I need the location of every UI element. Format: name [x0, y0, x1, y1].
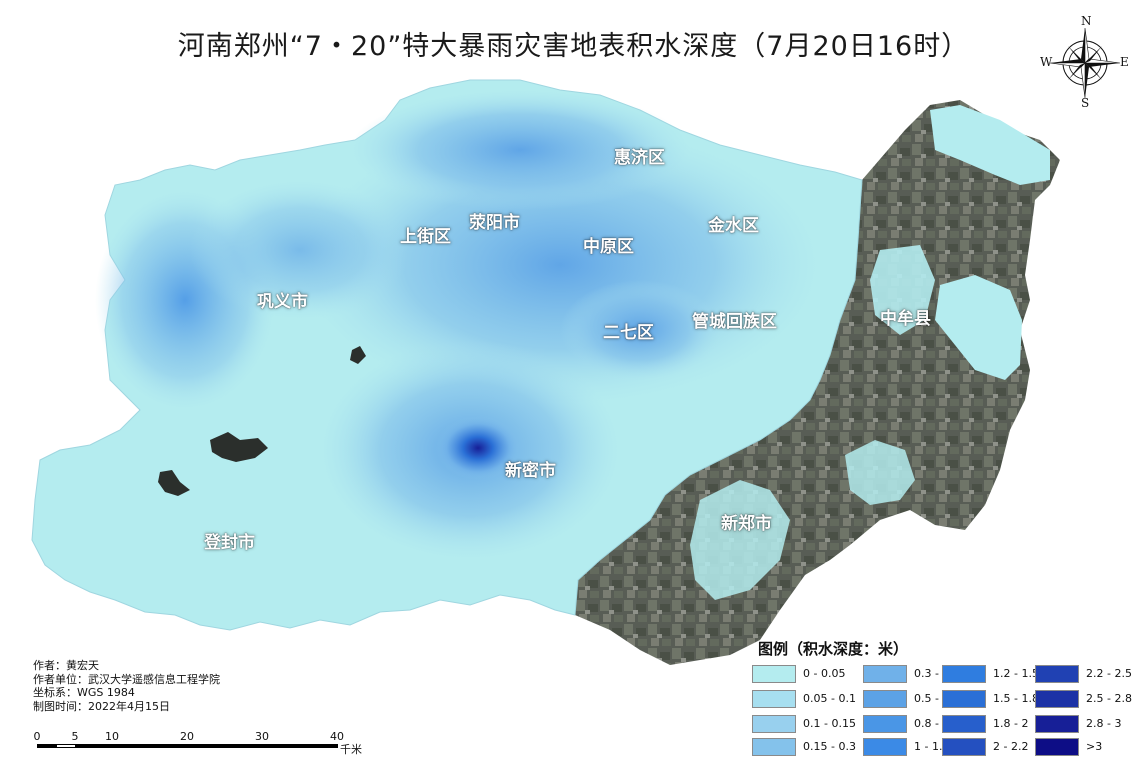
flood-patch-east: [935, 275, 1022, 380]
scale-seg-3: [75, 744, 113, 748]
credit-date: 制图时间：2022年4月15日: [33, 699, 170, 713]
map-title: 河南郑州“7・20”特大暴雨灾害地表积水深度（7月20日16时）: [177, 31, 970, 62]
compass-n: N: [1081, 14, 1092, 28]
label-zhongmou: 中牟县: [880, 309, 931, 329]
legend-label: 0.15 - 0.3: [803, 740, 856, 753]
legend-label: 1.8 - 2: [993, 717, 1029, 730]
reservoir-small: [350, 346, 366, 364]
credit-crs: 坐标系：WGS 1984: [33, 686, 135, 699]
scale-tick-5: 5: [71, 730, 79, 743]
flood-patch-south: [845, 440, 915, 505]
flood-patch-mid: [870, 245, 935, 335]
flood-patch-xinzheng: [690, 480, 790, 600]
legend-label: 2.2 - 2.5: [1086, 667, 1132, 680]
legend-swatch: [752, 715, 796, 733]
reservoir-southwest: [158, 470, 190, 496]
legend-swatch: [1035, 738, 1079, 756]
north-arrow-compass: N S E W: [1040, 14, 1130, 112]
legend-swatch: [942, 715, 986, 733]
legend-label: 2.8 - 3: [1086, 717, 1122, 730]
map-credits: 作者：黄宏天 作者单位：武汉大学遥感信息工程学院 坐标系：WGS 1984 制图…: [33, 659, 220, 713]
legend-swatch: [863, 738, 907, 756]
legend-label: 0.8 - 1: [914, 717, 950, 730]
reservoir-west: [210, 432, 268, 462]
legend-label: 0.1 - 0.15: [803, 717, 856, 730]
scale-tick-30: 30: [255, 730, 269, 743]
compass-rose-icon: [1049, 27, 1121, 99]
scale-tick-0: 0: [33, 730, 41, 743]
scale-seg-6: [262, 744, 338, 748]
legend-label: 0.05 - 0.1: [803, 692, 856, 705]
label-xinzheng: 新郑市: [721, 514, 772, 534]
legend: 图例（积水深度：米） 0 - 0.05 0.05 - 0.1 0.1 - 0.15 0…: [752, 638, 1147, 768]
label-gongyi: 巩义市: [257, 292, 308, 312]
label-erqi: 二七区: [603, 323, 654, 343]
scale-bar: 0 5 10 20 30 40 千米: [30, 730, 390, 760]
legend-label: 2 - 2.2: [993, 740, 1029, 753]
legend-swatch: [752, 665, 796, 683]
scale-tick-40: 40: [330, 730, 344, 743]
legend-swatch: [1035, 715, 1079, 733]
label-dengfeng: 登封市: [204, 533, 255, 553]
scale-tick-20: 20: [180, 730, 194, 743]
legend-label: 1 - 1.2: [914, 740, 950, 753]
legend-label: 2.5 - 2.8: [1086, 692, 1132, 705]
label-xingyang: 荥阳市: [469, 213, 520, 233]
legend-swatch: [942, 738, 986, 756]
credit-unit: 作者单位：武汉大学遥感信息工程学院: [33, 672, 220, 686]
legend-label: 1.2 - 1.5: [993, 667, 1039, 680]
legend-swatch: [752, 690, 796, 708]
legend-swatch: [1035, 690, 1079, 708]
legend-swatch: [942, 690, 986, 708]
compass-e: E: [1120, 55, 1129, 69]
depth-zone-xinmi-core: [436, 416, 520, 480]
label-shangjie: 上街区: [400, 227, 451, 247]
scale-seg-1: [37, 744, 57, 748]
scale-seg-5: [187, 744, 263, 748]
legend-title: 图例（积水深度：米）: [758, 640, 909, 658]
legend-label: 1.5 - 1.8: [993, 692, 1039, 705]
depth-zone-erqi: [560, 280, 720, 380]
scale-seg-2: [56, 744, 76, 748]
label-zhongyuan: 中原区: [583, 237, 634, 257]
compass-s: S: [1081, 96, 1090, 110]
legend-label: >3: [1086, 740, 1103, 753]
legend-label: 0 - 0.05: [803, 667, 846, 680]
legend-swatch: [1035, 665, 1079, 683]
depth-zone-north: [350, 90, 690, 210]
legend-swatch: [863, 715, 907, 733]
credit-author: 作者：黄宏天: [33, 659, 99, 672]
flood-patch-zhongmou: [930, 105, 1050, 185]
compass-w: W: [1040, 55, 1053, 69]
label-huiji: 惠济区: [614, 148, 665, 168]
label-guancheng: 管城回族区: [692, 312, 777, 332]
scale-tick-10: 10: [105, 730, 119, 743]
scale-unit: 千米: [340, 743, 362, 756]
label-xinmi: 新密市: [505, 461, 556, 481]
scale-seg-4: [112, 744, 188, 748]
legend-swatch: [863, 665, 907, 683]
legend-swatch: [752, 738, 796, 756]
legend-swatch: [863, 690, 907, 708]
depth-zone-gongyi: [190, 180, 410, 320]
legend-swatch: [942, 665, 986, 683]
label-jinshui: 金水区: [708, 216, 759, 236]
